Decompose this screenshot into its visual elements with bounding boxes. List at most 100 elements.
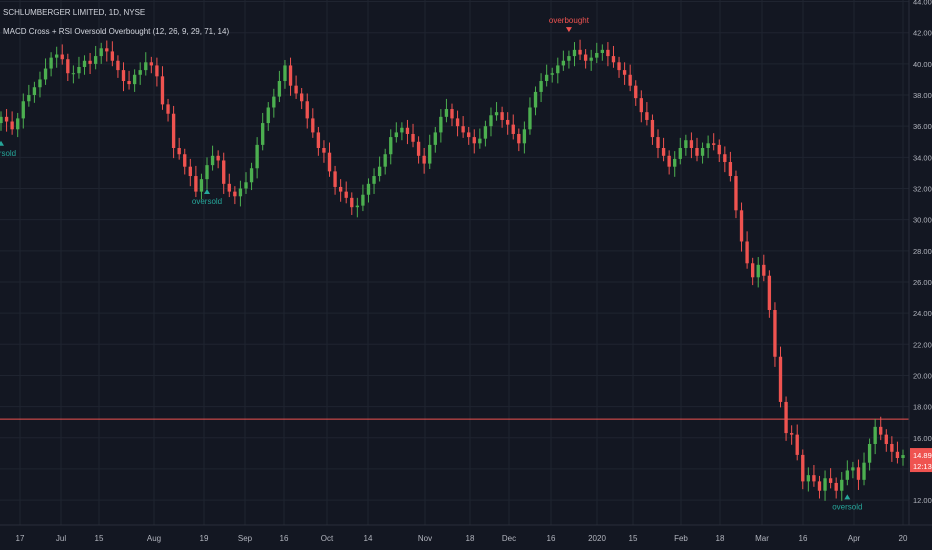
candle-body xyxy=(645,112,649,120)
candle-body xyxy=(43,68,48,80)
candle-body xyxy=(77,66,81,74)
candle-body xyxy=(795,434,799,455)
candle-body xyxy=(305,101,309,119)
candle-body xyxy=(606,49,610,57)
candle-body xyxy=(155,65,159,77)
last-price-label: 14.89 xyxy=(913,451,932,460)
candle-body xyxy=(712,143,716,145)
y-tick-label: 34.00 xyxy=(913,153,932,162)
candle-body xyxy=(183,154,187,167)
candle-body xyxy=(188,166,192,177)
candle-body xyxy=(550,73,554,75)
x-tick-label: 20 xyxy=(899,534,908,543)
candle-body xyxy=(21,101,25,119)
candle-body xyxy=(678,147,682,159)
candle-body xyxy=(834,482,838,491)
candle-body xyxy=(884,434,888,444)
candle-body xyxy=(261,123,265,145)
signal-annotations: oversold oversold overbought oversold xyxy=(0,16,862,511)
candle-body xyxy=(294,85,298,94)
candle-body xyxy=(901,455,905,459)
y-tick-label: 18.00 xyxy=(913,403,932,412)
candle-body xyxy=(244,182,248,189)
candle-body xyxy=(728,162,733,177)
candle-body xyxy=(4,116,9,122)
candle-body xyxy=(10,121,14,130)
candle-body xyxy=(316,132,321,148)
candle-body xyxy=(650,119,655,138)
candle-body xyxy=(845,470,849,480)
x-tick-label: 16 xyxy=(547,534,556,543)
x-tick-label: Apr xyxy=(848,534,861,543)
candle-body xyxy=(817,481,822,491)
candle-body xyxy=(177,147,181,155)
candle-body xyxy=(400,127,404,133)
oversold-label: oversold xyxy=(192,197,222,206)
candle-body xyxy=(856,467,861,480)
y-tick-label: 38.00 xyxy=(913,91,932,100)
time-axis-background xyxy=(0,525,932,550)
candle-body xyxy=(272,96,276,108)
time-axis[interactable]: 17 Jul 15 Aug 19 Sep 16 Oct 14 Nov 18 Dec 16 2020 15 Fe… xyxy=(0,524,932,550)
candle-body xyxy=(528,107,532,130)
candle-body xyxy=(394,132,398,138)
candles xyxy=(0,39,905,501)
y-tick-label: 28.00 xyxy=(913,247,932,256)
candle-body xyxy=(762,264,766,276)
candle-body xyxy=(867,443,872,463)
x-tick-label: 2020 xyxy=(588,534,606,543)
candle-body xyxy=(210,155,215,166)
candle-body xyxy=(71,73,76,75)
x-tick-label: Nov xyxy=(418,534,432,543)
candle-body xyxy=(583,54,588,61)
candle-body xyxy=(138,70,142,75)
candle-body xyxy=(194,176,198,192)
candle-body xyxy=(890,443,894,452)
y-tick-label: 44.00 xyxy=(913,0,932,7)
candle-body xyxy=(411,133,415,142)
candle-body xyxy=(149,62,154,66)
candle-body xyxy=(673,158,677,167)
oversold-marker xyxy=(0,140,4,146)
candle-body xyxy=(361,194,365,206)
candle-body xyxy=(750,263,755,278)
candle-body xyxy=(472,137,476,144)
y-tick-label: 16.00 xyxy=(913,434,932,443)
candle-body xyxy=(767,275,772,311)
candle-body xyxy=(517,133,521,144)
candle-body xyxy=(344,191,348,198)
candle-body xyxy=(745,241,749,264)
candle-body xyxy=(338,186,343,192)
candle-body xyxy=(288,65,293,86)
candle-body xyxy=(416,141,421,156)
x-tick-label: Feb xyxy=(674,534,688,543)
candle-body xyxy=(216,155,220,161)
candle-body xyxy=(789,433,794,435)
candle-body xyxy=(333,171,337,187)
x-tick-label: 17 xyxy=(16,534,25,543)
candle-body xyxy=(700,147,705,156)
candle-body xyxy=(116,60,120,71)
x-tick-label: Sep xyxy=(238,534,253,543)
grid-lines xyxy=(0,0,909,525)
x-tick-label: Jul xyxy=(56,534,66,543)
candle-body xyxy=(784,401,788,434)
candle-body xyxy=(467,132,471,138)
candle-body xyxy=(327,152,332,172)
candle-body xyxy=(572,49,577,57)
price-axis[interactable]: 12.0014.0016.0018.0020.0022.0024.0026.00… xyxy=(908,0,932,550)
indicator-title[interactable]: MACD Cross + RSI Oversold Overbought (12… xyxy=(3,27,230,36)
candle-body xyxy=(383,154,387,167)
x-tick-label: 14 xyxy=(364,534,373,543)
candle-body xyxy=(171,113,176,148)
candle-body xyxy=(478,138,482,144)
candle-body xyxy=(561,60,566,66)
candle-body xyxy=(622,70,627,75)
y-tick-label: 26.00 xyxy=(913,278,932,287)
candle-body xyxy=(533,91,538,108)
candle-body xyxy=(862,462,866,480)
candle-body xyxy=(311,118,315,133)
candle-body xyxy=(611,56,616,63)
candle-body xyxy=(444,109,449,117)
